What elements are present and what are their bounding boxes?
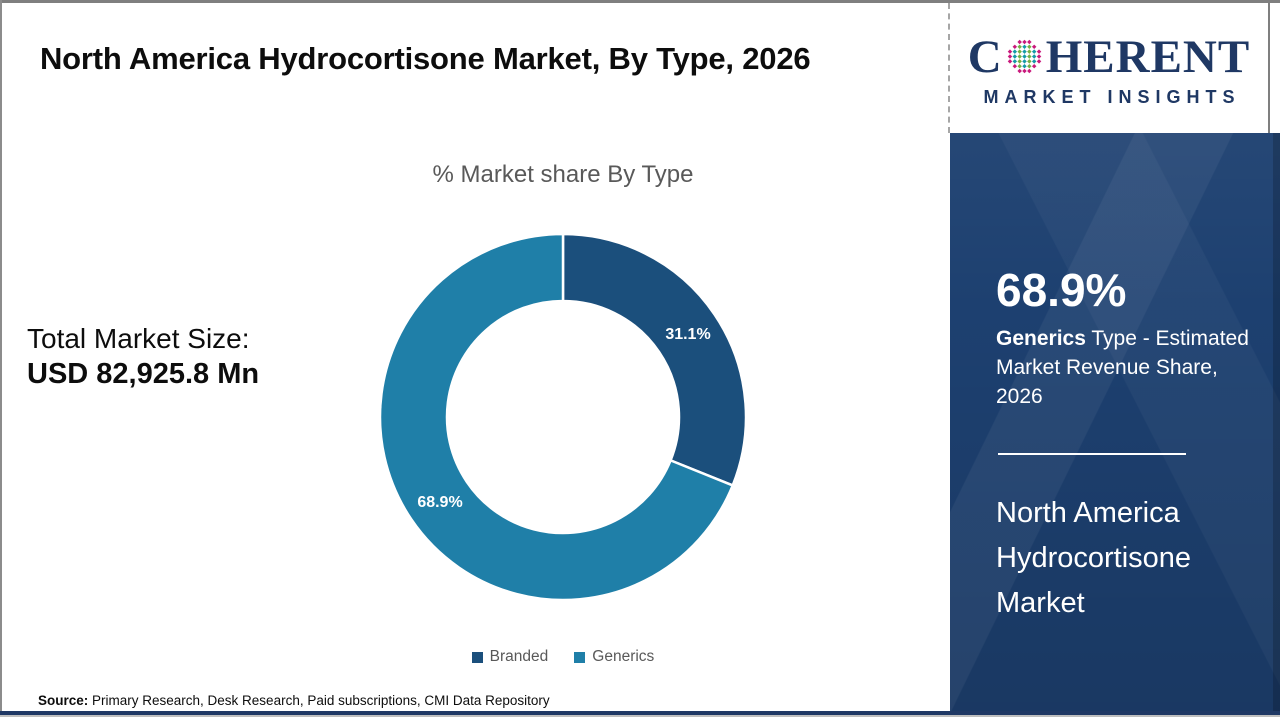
total-market-size-block: Total Market Size: USD 82,925.8 Mn — [27, 323, 259, 391]
frame-bottom-gray-line — [0, 715, 1280, 717]
frame-top-border — [0, 0, 1280, 3]
legend-item-generics: Generics — [574, 648, 654, 666]
slice-label-branded: 31.1% — [665, 326, 711, 343]
sidebar-market-name: North America Hydrocortisone Market — [996, 497, 1192, 619]
legend-swatch-generics-icon — [574, 651, 586, 663]
total-market-size-label: Total Market Size: — [27, 323, 250, 354]
sidebar-desc-bold: Generics — [996, 327, 1086, 350]
source-text: Primary Research, Desk Research, Paid su… — [88, 693, 550, 708]
source-label: Source: — [38, 693, 89, 708]
highlight-sidebar: 68.9% Generics Type - Estimated Market R… — [950, 133, 1280, 716]
total-market-size-value: USD 82,925.8 Mn — [27, 358, 260, 390]
page-title: North America Hydrocortisone Market, By … — [40, 41, 811, 76]
brand-logo: C — [948, 3, 1270, 133]
sidebar-stat-description: Generics Type - Estimated Market Revenue… — [996, 325, 1262, 412]
legend-item-branded: Branded — [471, 648, 549, 666]
frame-bottom-navy-line — [0, 711, 1280, 715]
legend-label-generics: Generics — [592, 648, 655, 665]
brand-wordmark: C — [968, 34, 1250, 81]
sidebar-divider — [998, 453, 1186, 455]
donut-chart-svg — [380, 234, 746, 600]
donut-slice-generics — [380, 234, 734, 600]
source-line: Source: Primary Research, Desk Research,… — [38, 693, 550, 708]
brand-letter-c: C — [967, 31, 1003, 83]
chart-legend: Branded Generics — [380, 648, 746, 666]
brand-tagline: MARKET INSIGHTS — [983, 87, 1241, 107]
legend-swatch-branded-icon — [471, 651, 483, 663]
sidebar-stat-value: 68.9% — [996, 264, 1127, 316]
sidebar-desc-rest: Type - Estimated Market Revenue Share, 2… — [996, 327, 1249, 408]
donut-slice-branded — [561, 234, 746, 487]
frame-left-border — [0, 0, 2, 716]
coherent-globe-icon — [1007, 39, 1041, 74]
donut-chart: 31.1% 68.9% — [380, 234, 746, 600]
slice-label-generics: 68.9% — [417, 494, 463, 511]
brand-letters-rest: HERENT — [1045, 31, 1251, 83]
chart-title: % Market share By Type — [432, 161, 694, 188]
legend-label-branded: Branded — [489, 648, 549, 665]
